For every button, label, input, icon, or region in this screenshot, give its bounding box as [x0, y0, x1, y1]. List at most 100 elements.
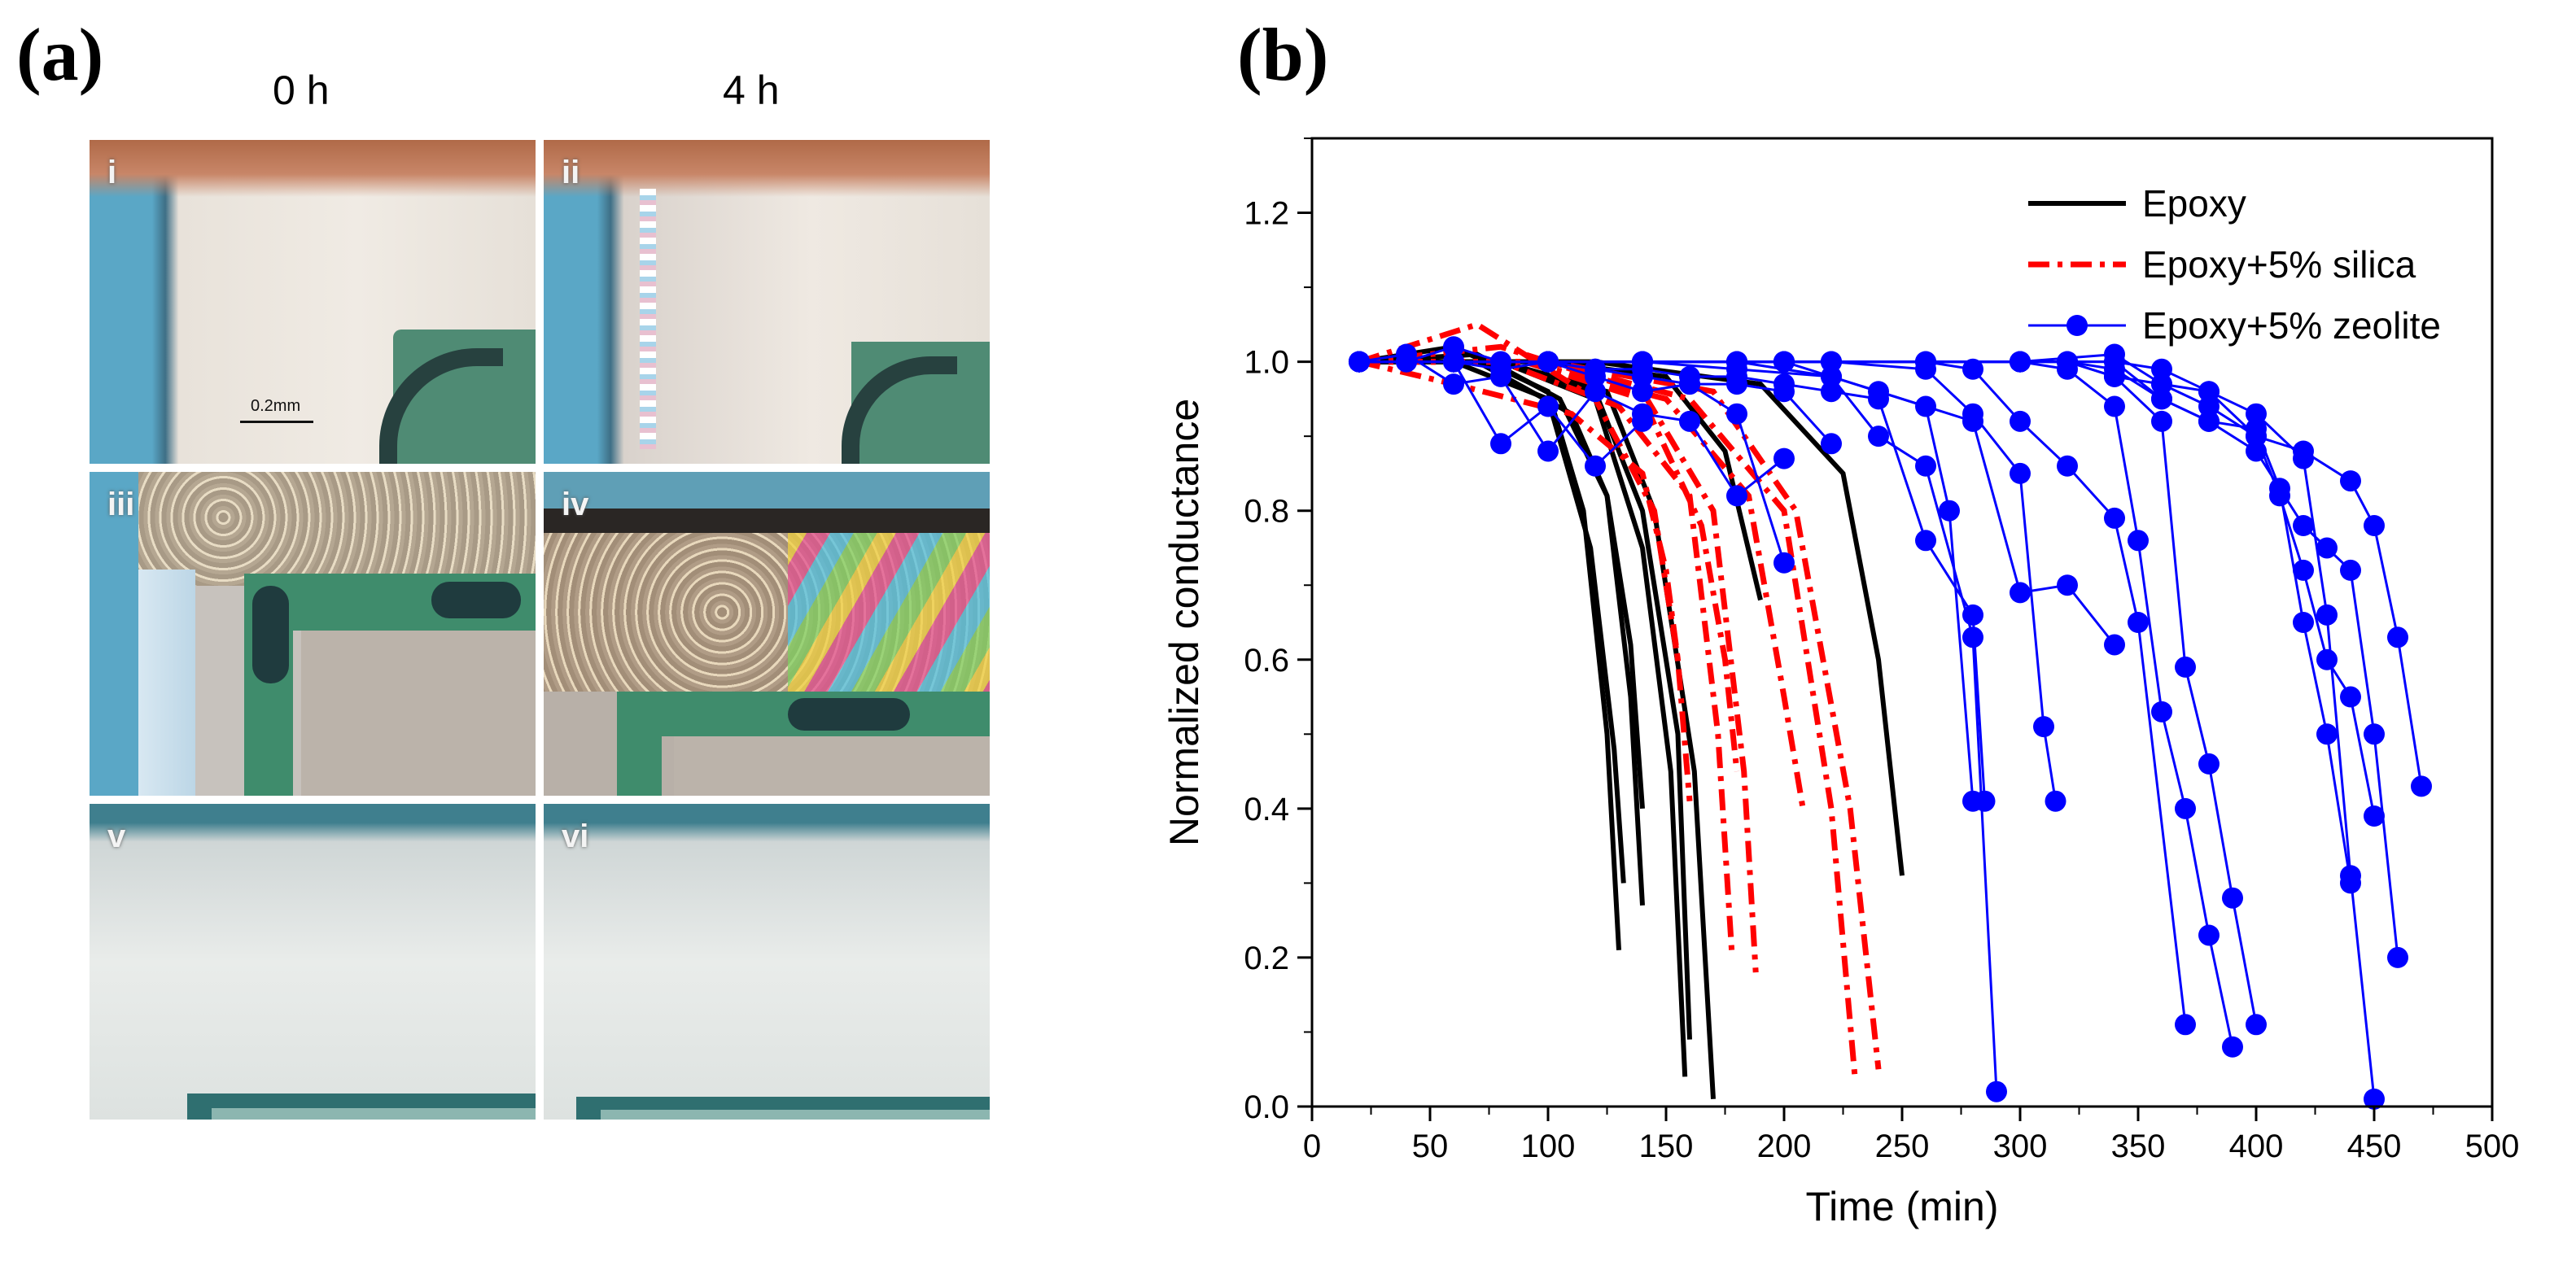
legend-label: Epoxy	[2142, 182, 2246, 225]
series-line-dashdot	[1358, 343, 1759, 973]
data-point	[1585, 455, 1606, 477]
legend-label: Epoxy+5% zeolite	[2142, 304, 2441, 347]
micrograph-ii: ii	[544, 140, 990, 464]
data-point	[1939, 500, 1960, 522]
data-point	[1773, 373, 1795, 395]
y-tick-label: 0.4	[1244, 792, 1289, 827]
micrograph-label-i: i	[107, 155, 117, 190]
data-point	[1868, 426, 1889, 447]
data-point	[2364, 805, 2385, 827]
legend-label: Epoxy+5% silica	[2142, 243, 2416, 286]
y-tick-label: 1.2	[1244, 196, 1289, 232]
y-tick-label: 0.0	[1244, 1089, 1289, 1125]
data-point	[2246, 440, 2267, 462]
data-point	[2198, 410, 2220, 432]
y-tick-label: 1.0	[1244, 345, 1289, 381]
data-point	[2151, 388, 2172, 410]
x-tick-label: 400	[2229, 1128, 2284, 1164]
series-line-dashdot	[1358, 359, 1681, 661]
legend: Epoxy Epoxy+5% silica Epoxy+5% zeolite	[2028, 182, 2441, 347]
data-point	[2104, 634, 2125, 656]
data-point	[2128, 612, 2149, 633]
data-point	[2010, 410, 2031, 432]
data-point	[2010, 351, 2031, 373]
column-label-0h: 0 h	[273, 68, 330, 113]
data-point	[1632, 403, 1653, 425]
data-point	[1490, 433, 1511, 455]
data-point	[2175, 797, 2196, 819]
x-tick-label: 450	[2347, 1128, 2402, 1164]
series-line-solid	[1359, 359, 1645, 810]
data-point	[2293, 559, 2314, 581]
x-tick-label: 500	[2465, 1128, 2520, 1164]
micrograph-vi: vi	[544, 804, 990, 1120]
x-tick-label: 200	[1757, 1128, 1812, 1164]
data-point	[2246, 1014, 2267, 1036]
series-line-solid	[1358, 344, 1621, 950]
conductance-chart: 0 50 100 150 200 250 300 350 400 450 500 0.0 0.2 0.4 0…	[1161, 137, 2520, 1229]
data-point	[2387, 946, 2408, 968]
data-point	[2104, 351, 2125, 373]
data-point	[2151, 701, 2172, 722]
data-point	[1632, 381, 1653, 403]
data-point	[2246, 426, 2267, 447]
series-line-solid	[1359, 359, 1692, 1040]
data-point	[1537, 440, 1559, 462]
data-point	[2104, 507, 2125, 529]
data-point	[1349, 351, 1370, 373]
data-point	[2364, 723, 2385, 745]
data-point	[2316, 604, 2338, 626]
data-point	[2010, 582, 2031, 604]
data-point	[1726, 485, 1747, 507]
x-tick-label: 350	[2111, 1128, 2166, 1164]
data-point	[2340, 686, 2361, 708]
data-point	[2269, 485, 2290, 507]
x-tick-label: 300	[1993, 1128, 2048, 1164]
data-point	[2045, 790, 2066, 812]
x-tick-label: 150	[1639, 1128, 1694, 1164]
data-point	[2175, 656, 2196, 678]
data-point	[2057, 455, 2078, 477]
series-line-markers	[1359, 360, 2234, 1048]
x-axis-label: Time (min)	[1805, 1184, 1998, 1229]
data-point	[2316, 723, 2338, 745]
data-point	[2293, 440, 2314, 462]
x-tick-label: 0	[1303, 1128, 1321, 1164]
data-point	[2198, 395, 2220, 417]
data-point	[2293, 515, 2314, 536]
data-point	[1962, 790, 1983, 812]
data-point	[2151, 373, 2172, 395]
micrograph-iv: iv	[544, 472, 990, 796]
data-point	[1679, 365, 1700, 387]
y-tick-label: 0.2	[1244, 941, 1289, 976]
y-tick-label: 0.8	[1244, 494, 1289, 530]
series-line-markers	[1359, 360, 2376, 1099]
micrograph-v: v	[90, 804, 536, 1120]
data-point	[2057, 574, 2078, 596]
y-tick-label: 0.6	[1244, 643, 1289, 679]
column-label-4h: 4 h	[723, 68, 780, 113]
data-point	[1773, 351, 1795, 373]
panel-b-label: (b)	[1237, 13, 1329, 96]
micrograph-label-ii: ii	[562, 155, 580, 190]
data-point	[2340, 872, 2361, 894]
data-point	[2198, 753, 2220, 775]
y-axis-label: Normalized conductance	[1161, 399, 1207, 846]
x-tick-label: 50	[1412, 1128, 1449, 1164]
series-line-markers	[1359, 360, 1986, 801]
data-point	[2128, 530, 2149, 552]
data-point	[2411, 775, 2432, 797]
data-point	[1962, 410, 1983, 432]
data-point	[1443, 336, 1464, 358]
data-point	[2104, 395, 2125, 417]
data-point	[1537, 351, 1559, 373]
panel-a-label: (a)	[16, 13, 104, 96]
data-point	[2293, 612, 2314, 633]
micrograph-label-v: v	[107, 818, 126, 854]
micrograph-iii: iii	[90, 472, 536, 796]
data-point	[2340, 559, 2361, 581]
data-point	[1915, 455, 1936, 477]
data-point	[2222, 1036, 2243, 1058]
micrograph-label-iv: iv	[562, 487, 589, 522]
data-point	[2198, 381, 2220, 403]
